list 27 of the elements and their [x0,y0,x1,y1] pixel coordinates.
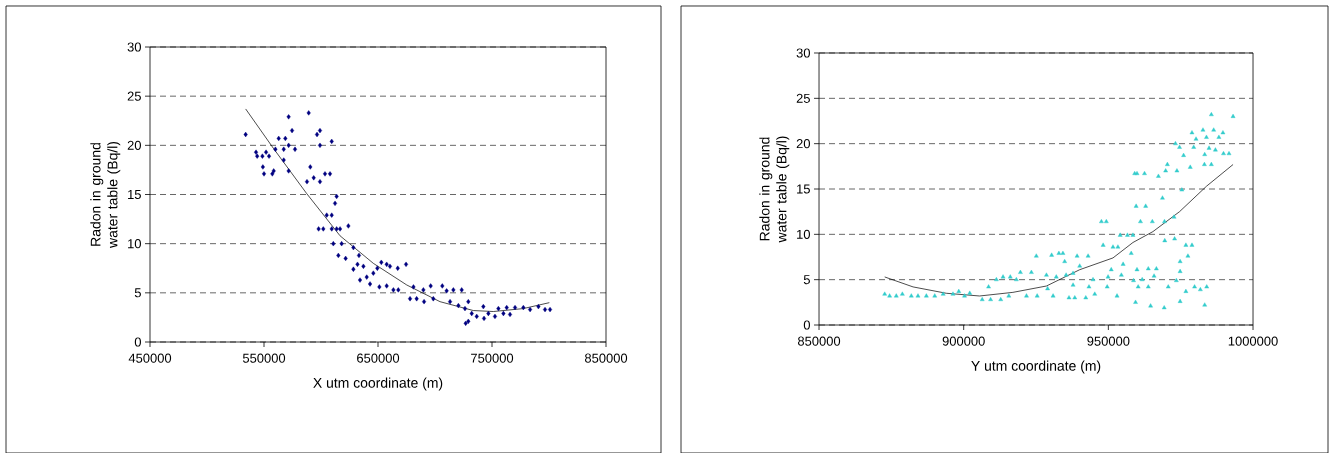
y-tick-label: 10 [797,229,810,239]
x-tick-label: 650000 [357,353,400,363]
y-tick-label: 15 [797,184,810,194]
x-tick-label: 450000 [128,353,172,363]
y-axis-title: Radon in ground water table (Bq/l) [90,141,121,248]
x-tick-label: 1000000 [1228,336,1278,346]
y-tick-label: 20 [796,138,810,149]
y-tick-label: 20 [127,140,141,150]
x-axis-title: Y utm coordinate (m) [971,360,1101,374]
y-axis-title: Radon in ground water table (Bq/l) [759,136,790,243]
y-tick-label: 25 [127,91,141,101]
y-tick-label: 15 [128,189,141,199]
y-tick-label: 0 [134,337,141,347]
y-tick-label: 5 [803,274,810,284]
x-tick-label: 850000 [584,353,628,363]
x-tick-label: 900000 [942,336,985,346]
y-tick-label: 5 [134,288,141,298]
y-tick-label: 0 [803,320,810,330]
y-tick-label: 30 [127,42,141,52]
y-tick-label: 10 [128,238,141,249]
x-tick-label: 750000 [471,353,514,363]
y-tick-label: 25 [796,93,810,103]
x-tick-label: 950000 [1087,336,1130,346]
x-axis-title: X utm coordinate (m) [313,377,443,391]
x-tick-label: 550000 [242,353,286,363]
x-tick-label: 850000 [797,336,841,346]
y-tick-label: 30 [796,48,810,58]
